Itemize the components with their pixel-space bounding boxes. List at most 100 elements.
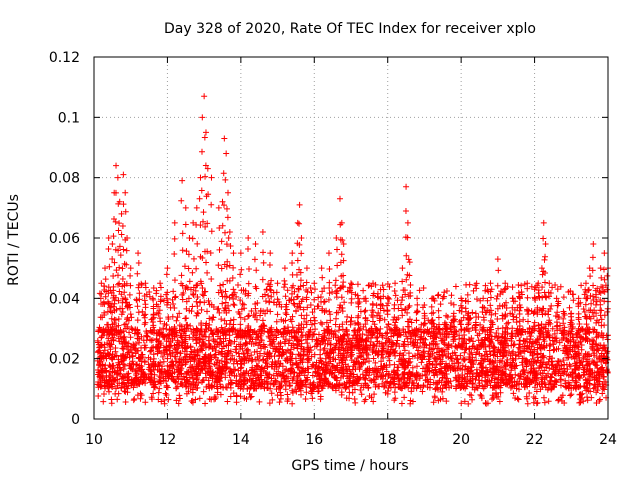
data-point (249, 336, 256, 343)
data-point (240, 351, 247, 358)
data-point (216, 309, 223, 316)
data-point (153, 335, 160, 342)
data-point (545, 321, 552, 328)
data-point (363, 336, 370, 343)
data-point (502, 280, 509, 287)
data-point (542, 253, 549, 260)
data-point (511, 363, 518, 370)
data-point (201, 93, 208, 100)
data-point (178, 272, 185, 279)
data-point (263, 286, 270, 293)
data-point (472, 376, 479, 383)
data-point (587, 388, 594, 395)
data-point (520, 366, 527, 373)
data-point (148, 347, 155, 354)
data-point (246, 385, 253, 392)
data-point (179, 296, 186, 303)
data-point (377, 295, 384, 302)
data-point (205, 358, 212, 365)
data-point (274, 296, 281, 303)
data-point (272, 360, 279, 367)
data-point (357, 353, 364, 360)
data-point (236, 310, 243, 317)
data-point (355, 321, 362, 328)
data-point (230, 390, 237, 397)
data-point (571, 360, 578, 367)
data-point (194, 281, 201, 288)
data-point (465, 320, 472, 327)
data-point (451, 330, 458, 337)
data-point (226, 332, 233, 339)
data-point (117, 364, 124, 371)
data-point (183, 321, 190, 328)
data-point (120, 201, 127, 208)
data-point (179, 177, 186, 184)
data-point (594, 382, 601, 389)
data-point (119, 357, 126, 364)
data-point (273, 364, 280, 371)
data-point (527, 370, 534, 377)
data-point (347, 285, 354, 292)
data-point (378, 358, 385, 365)
data-point (214, 379, 221, 386)
data-point (232, 346, 239, 353)
data-point (543, 329, 550, 336)
data-point (555, 358, 562, 365)
data-point (461, 331, 468, 338)
data-point (604, 272, 611, 279)
data-point (193, 381, 200, 388)
data-point (372, 383, 379, 390)
data-point (179, 247, 186, 254)
data-point (294, 342, 301, 349)
data-point (303, 279, 310, 286)
data-point (266, 298, 273, 305)
data-point (150, 311, 157, 318)
data-point (414, 308, 421, 315)
data-point (229, 329, 236, 336)
data-point (421, 341, 428, 348)
data-point (348, 370, 355, 377)
data-point (395, 381, 402, 388)
data-point (196, 299, 203, 306)
data-point (224, 258, 231, 265)
data-point (601, 276, 608, 283)
data-point (202, 333, 209, 340)
data-point (253, 377, 260, 384)
data-point (487, 351, 494, 358)
data-point (551, 346, 558, 353)
data-point (270, 380, 277, 387)
data-point (594, 346, 601, 353)
data-point (448, 355, 455, 362)
data-point (346, 375, 353, 382)
data-point (109, 356, 116, 363)
data-point (256, 357, 263, 364)
data-point (432, 369, 439, 376)
data-point (385, 321, 392, 328)
data-point (202, 223, 209, 230)
data-point (317, 396, 324, 403)
data-point (392, 384, 399, 391)
data-point (442, 382, 449, 389)
data-point (218, 324, 225, 331)
data-point (241, 316, 248, 323)
data-point (297, 283, 304, 290)
data-point (473, 285, 480, 292)
data-point (558, 376, 565, 383)
data-point (554, 302, 561, 309)
data-point (396, 343, 403, 350)
data-point (597, 301, 604, 308)
data-point (436, 321, 443, 328)
data-point (282, 310, 289, 317)
data-point (266, 328, 273, 335)
data-point (413, 363, 420, 370)
data-point (436, 361, 443, 368)
data-point (189, 354, 196, 361)
data-point (348, 299, 355, 306)
y-tick-labels: 00.020.040.060.080.10.12 (49, 50, 80, 428)
data-point (524, 285, 531, 292)
data-point (510, 316, 517, 323)
data-point (163, 271, 170, 278)
data-point (138, 333, 145, 340)
data-point (134, 303, 141, 310)
